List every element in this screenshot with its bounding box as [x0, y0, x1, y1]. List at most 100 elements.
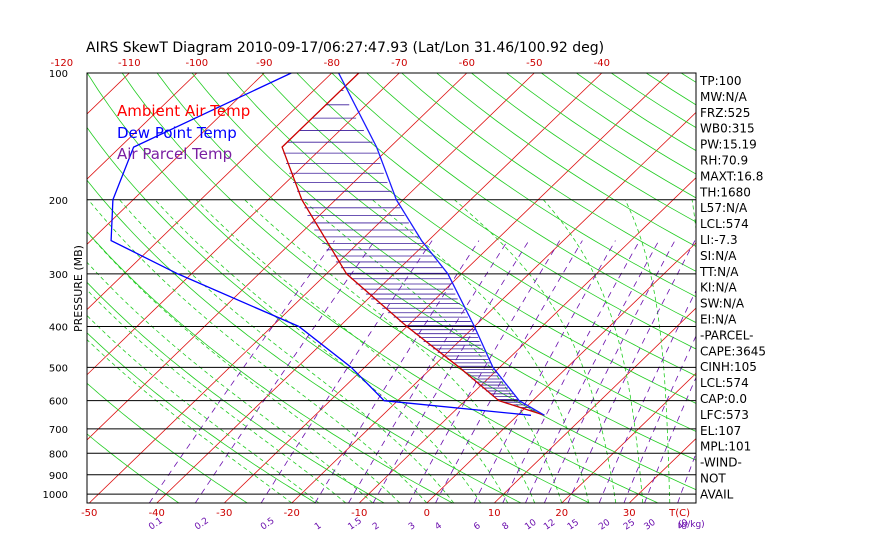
chart-title: AIRS SkewT Diagram 2010-09-17/06:27:47.9…	[86, 40, 604, 56]
stats-item: CAP:0.0	[700, 392, 747, 406]
top-temp-tick-label: -110	[118, 58, 141, 69]
y-axis-label: PRESSURE (MB)	[72, 245, 85, 332]
top-temp-tick-label: -40	[594, 58, 610, 69]
mixing-ratio-axis-label: (g/kg)	[678, 520, 705, 530]
mixing-ratio-line	[148, 240, 335, 503]
bottom-temp-tick-label: -50	[81, 508, 97, 519]
mixing-ratio-tick-label: 0.2	[193, 516, 210, 532]
ambient-air-temp-line	[281, 73, 545, 416]
mixing-ratio-line	[525, 240, 660, 503]
stats-item: SW:N/A	[700, 297, 745, 311]
bottom-temp-tick-label: 0	[424, 508, 430, 519]
stats-item: MW:N/A	[700, 90, 748, 104]
mixing-ratio-line	[435, 240, 583, 503]
dry-adiabat	[401, 73, 696, 272]
mixing-ratio-line	[543, 240, 676, 503]
stats-item: LI:-7.3	[700, 233, 738, 247]
dry-adiabat	[821, 73, 870, 503]
pressure-tick-label: 700	[49, 425, 68, 436]
mixing-ratio-line	[194, 240, 376, 503]
isotherm-line	[87, 73, 130, 115]
mixing-ratio-tick-label: 0.5	[259, 516, 276, 532]
bottom-temp-tick-label: -30	[216, 508, 232, 519]
dry-adiabat	[87, 179, 522, 503]
stats-item: EI:N/A	[700, 313, 737, 327]
moist-adiabat	[372, 199, 590, 503]
top-temp-tick-label: -80	[324, 58, 340, 69]
mixing-ratio-tick-label: 10	[523, 518, 538, 533]
isotherm-line	[832, 73, 870, 503]
stats-item: TP:100	[699, 74, 742, 88]
isotherm-line	[87, 73, 468, 441]
mixing-ratio-tick-label: 15	[566, 518, 581, 533]
dry-adiabat	[87, 126, 590, 503]
stats-item: PW:15.19	[700, 138, 757, 152]
stats-item: LCL:574	[700, 376, 749, 390]
dry-adiabat	[87, 382, 248, 503]
dry-adiabat	[751, 73, 870, 503]
stats-item: SI:N/A	[700, 249, 737, 263]
mixing-ratio-line	[260, 240, 433, 503]
dry-adiabat	[226, 73, 696, 404]
mixing-ratio-line	[677, 452, 696, 503]
mixing-ratio-line	[314, 240, 480, 503]
pressure-tick-label: 900	[49, 471, 68, 482]
mixing-ratio-tick-label: 1	[313, 521, 323, 532]
stats-item: LCL:574	[700, 217, 749, 231]
mixing-ratio-line	[644, 376, 696, 503]
dry-adiabat	[331, 73, 696, 324]
moist-adiabat	[154, 199, 482, 503]
plot-frame	[86, 72, 697, 504]
isotherm-line	[156, 73, 603, 503]
stats-item: CINH:105	[700, 360, 757, 374]
mixing-ratio-line	[348, 240, 509, 503]
bottom-temp-tick-label: 30	[623, 508, 636, 519]
dry-adiabat	[87, 332, 317, 503]
stats-item: MPL:101	[700, 440, 751, 454]
bottom-temp-tick-label: -10	[351, 508, 367, 519]
dry-adiabat	[261, 73, 696, 377]
mixing-ratio-tick-label: 25	[622, 518, 637, 533]
top-temp-tick-label: -70	[391, 58, 407, 69]
moist-adiabat	[624, 199, 671, 503]
isotherm-line	[87, 73, 400, 376]
isotherm-line	[764, 73, 870, 503]
mixing-ratio-tick-label: 8	[501, 521, 512, 533]
mixing-ratio-tick-label: 3	[407, 521, 417, 532]
isotherm-line	[87, 73, 265, 245]
mixing-ratio-line	[372, 240, 530, 503]
mixing-ratio-tick-label: 6	[472, 521, 483, 533]
moist-adiabat	[87, 231, 401, 503]
pressure-tick-label: 1000	[43, 490, 68, 501]
dry-adiabat	[366, 73, 696, 298]
grid-lines	[87, 73, 870, 503]
mixing-ratio-line	[567, 240, 696, 503]
isotherm-line	[223, 73, 670, 503]
moist-adiabat	[88, 199, 428, 503]
pressure-tick-label: 200	[49, 196, 68, 207]
stats-item: CAPE:3645	[700, 344, 766, 358]
top-temp-tick-label: -100	[185, 58, 208, 69]
stats-item: TH:1680	[699, 185, 751, 199]
top-temp-tick-label: -120	[50, 58, 73, 69]
stats-panel: TP:100 MW:N/A FRZ:525 WB0:315 PW:15.19 RH:70.…	[699, 74, 766, 501]
mixing-ratio-line	[502, 240, 640, 503]
stats-item: LFC:573	[700, 408, 749, 422]
moist-adiabat	[87, 261, 374, 503]
stats-item: TT:N/A	[699, 265, 739, 279]
bottom-temp-tick-label: 20	[555, 508, 568, 519]
isotherm-line	[87, 73, 333, 311]
bottom-temp-tick-label: -40	[149, 508, 165, 519]
air-parcel-temp-line	[338, 73, 545, 416]
stats-item: WB0:315	[700, 122, 755, 136]
mixing-ratio-tick-label: 30	[643, 518, 658, 533]
dry-adiabat	[436, 73, 696, 247]
stats-item: -PARCEL-	[700, 328, 754, 342]
dry-adiabat	[87, 433, 180, 503]
moist-adiabat	[87, 314, 320, 503]
moist-adiabat	[87, 339, 293, 503]
dry-adiabat	[296, 73, 696, 350]
stats-item: AVAIL	[700, 487, 734, 501]
moist-adiabat	[87, 289, 347, 503]
isotherm-line	[493, 307, 696, 503]
